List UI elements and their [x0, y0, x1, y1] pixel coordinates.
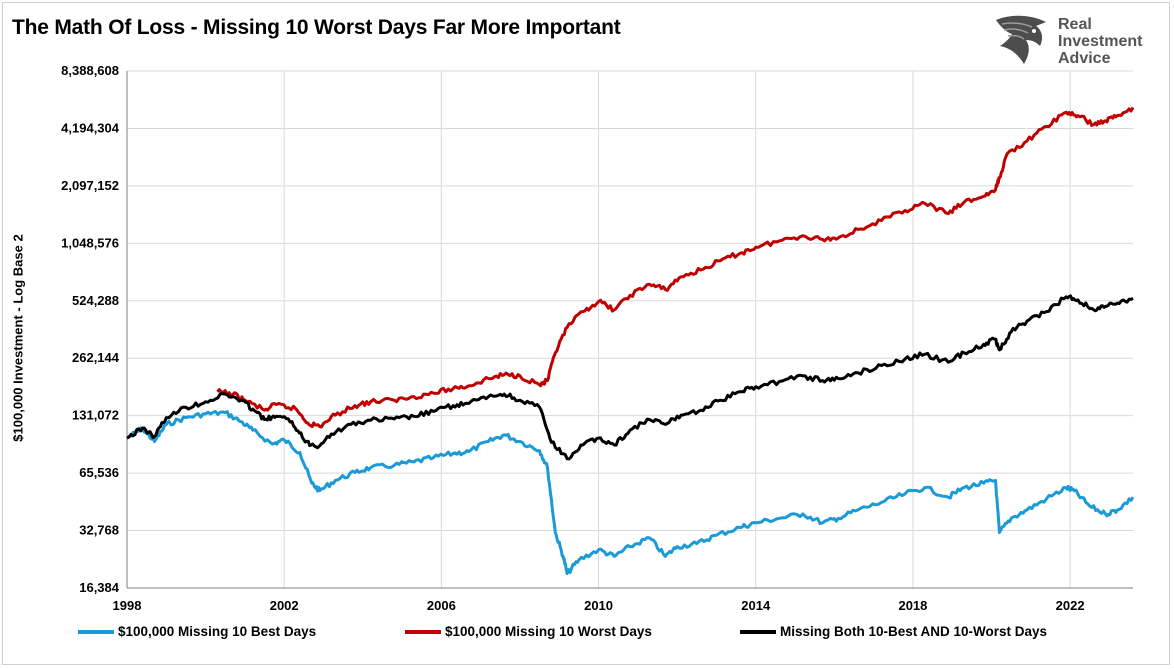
brand-logo: Real Investment Advice — [992, 12, 1162, 70]
x-tick-label: 2022 — [1056, 598, 1085, 613]
y-tick-label: 2,097,152 — [61, 178, 119, 193]
y-tick-label: 8,388,608 — [61, 63, 119, 78]
eagle-head-icon — [996, 15, 1046, 65]
y-tick-label: 65,536 — [79, 465, 119, 480]
series-line-missing-best — [126, 410, 1135, 576]
x-tick-label: 2018 — [898, 598, 927, 613]
legend-item-missing-both: Missing Both 10-Best AND 10-Worst Days — [740, 624, 1047, 639]
x-tick-label: 2002 — [270, 598, 299, 613]
legend-swatch-missing-both — [740, 629, 776, 634]
y-tick-label: 524,288 — [72, 293, 119, 308]
y-tick-label: 16,384 — [79, 580, 120, 595]
series-line-missing-worst — [216, 106, 1135, 429]
logo-line-1: Real — [1058, 16, 1092, 33]
legend: $100,000 Missing 10 Best Days $100,000 M… — [0, 624, 1174, 648]
logo-line-2: Investment — [1058, 33, 1143, 50]
legend-label-missing-worst: $100,000 Missing 10 Worst Days — [445, 624, 652, 639]
legend-item-missing-best: $100,000 Missing 10 Best Days — [78, 624, 316, 639]
legend-label-missing-both: Missing Both 10-Best AND 10-Worst Days — [780, 624, 1048, 639]
legend-swatch-missing-best — [78, 629, 114, 634]
x-tick-label: 2010 — [584, 598, 613, 613]
y-tick-label: 131,072 — [72, 408, 119, 423]
y-tick-label: 1,048,576 — [61, 235, 119, 250]
x-tick-label: 2014 — [741, 598, 771, 613]
brand-logo-text: Real Investment Advice — [1058, 16, 1142, 67]
y-tick-label: 32,768 — [79, 523, 119, 538]
y-tick-label: 4,194,304 — [61, 120, 120, 135]
x-tick-label: 1998 — [113, 598, 142, 613]
legend-label-missing-best: $100,000 Missing 10 Best Days — [118, 624, 317, 639]
chart-title: The Math Of Loss - Missing 10 Worst Days… — [12, 16, 621, 39]
y-tick-label: 262,144 — [72, 350, 120, 365]
x-tick-label: 2006 — [427, 598, 456, 613]
logo-line-3: Advice — [1058, 50, 1111, 67]
series-line-missing-both — [126, 294, 1134, 461]
legend-swatch-missing-worst — [405, 629, 441, 634]
legend-item-missing-worst: $100,000 Missing 10 Worst Days — [405, 624, 652, 639]
